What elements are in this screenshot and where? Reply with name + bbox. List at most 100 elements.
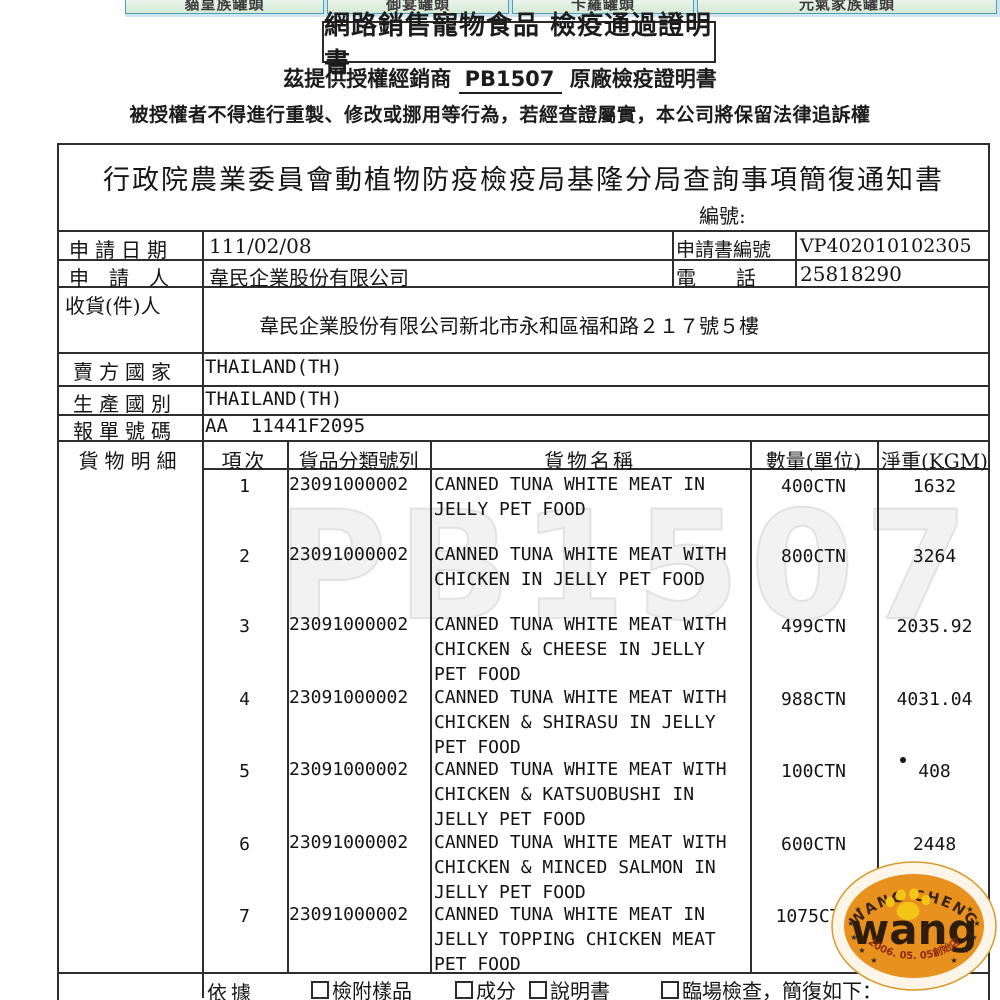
col-header-code: 貨品分類號列 — [298, 449, 419, 473]
checkbox-icon — [529, 980, 547, 999]
divider — [59, 440, 988, 442]
table-row: 3 23091000002 CANNED TUNA WHITE MEAT WIT… — [202, 612, 992, 687]
item-no: 6 — [239, 834, 250, 855]
tab-label: 貓皇族罐頭 — [184, 0, 265, 13]
col-header-qty: 數量(單位) — [765, 449, 862, 473]
consignee-value: 韋民企業股份有限公司新北市永和區福和路２１７號５樓 — [259, 314, 759, 338]
applicant-value: 韋民企業股份有限公司 — [209, 266, 409, 290]
divider — [202, 230, 204, 998]
star-icon: ★ — [962, 946, 969, 955]
subtitle-suffix: 原廠檢疫證明書 — [569, 67, 717, 91]
item-name: CANNED TUNA WHITE MEAT WITH CHICKEN & SH… — [434, 687, 727, 758]
table-row: 6 23091000002 CANNED TUNA WHITE MEAT WIT… — [202, 830, 992, 905]
item-net: 2035.92 — [896, 616, 973, 637]
item-no: 2 — [239, 546, 250, 567]
applicant-label: 申 請 人 — [69, 266, 169, 290]
application-no-value: VP402010102305 — [800, 235, 972, 257]
logo-wordmark: wang — [850, 905, 977, 954]
basis-label: 依據 — [207, 981, 255, 1000]
star-icon: ★ — [966, 905, 973, 914]
item-qty: 600CTN — [780, 834, 847, 855]
item-qty: 100CTN — [780, 761, 847, 782]
item-name: CANNED TUNA WHITE MEAT WITH CHICKEN IN J… — [434, 544, 727, 590]
item-name: CANNED TUNA WHITE MEAT IN JELLY TOPPING … — [434, 904, 716, 975]
option-label: 成分 — [476, 979, 516, 1000]
tab-genki-family-cans[interactable]: 元氣家族罐頭 — [697, 0, 997, 14]
option-sample: 檢附樣品 — [311, 975, 412, 1000]
phone-label: 電 話 — [676, 266, 756, 290]
star-icon: ★ — [847, 919, 854, 928]
item-qty: 988CTN — [780, 689, 847, 710]
document-title: 行政院農業委員會動植物防疫檢疫局基隆分局查詢事項簡復通知書 — [103, 165, 944, 196]
checkbox-icon — [311, 980, 329, 999]
application-no-label: 申請書編號 — [676, 239, 772, 261]
table-row: 5 23091000002 CANNED TUNA WHITE MEAT WIT… — [202, 757, 992, 832]
table-row: 2 23091000002 CANNED TUNA WHITE MEAT WIT… — [202, 542, 992, 592]
item-net: 408 — [918, 761, 951, 782]
item-no: 4 — [239, 689, 250, 710]
col-header-net: 淨重(KGM) — [880, 449, 988, 473]
star-icon: ★ — [970, 933, 977, 942]
star-icon: ★ — [850, 933, 857, 942]
page-title: 網路銷售寵物食品 檢疫通過證明書 — [322, 11, 716, 78]
divider — [59, 385, 988, 387]
checkbox-icon — [661, 980, 679, 999]
divider — [877, 440, 879, 972]
item-no: 1 — [239, 476, 250, 497]
page-title-text: 網路銷售寵物食品 檢疫通過證明書 — [324, 11, 713, 78]
item-name: CANNED TUNA WHITE MEAT WITH CHICKEN & KA… — [434, 759, 727, 830]
divider — [672, 230, 674, 286]
item-qty: 400CTN — [780, 476, 847, 497]
star-icon: ★ — [858, 946, 865, 955]
option-ingredient: 成分 — [455, 975, 516, 1000]
item-net: 4031.04 — [896, 689, 973, 710]
col-header-name: 貨物名稱 — [544, 449, 636, 473]
star-icon: ★ — [973, 919, 980, 928]
scan-artifact-dot — [900, 757, 906, 763]
divider — [59, 352, 988, 354]
star-icon: ★ — [950, 956, 957, 965]
option-label: 說明書 — [550, 979, 610, 1000]
phone-value: 25818290 — [800, 262, 902, 286]
divider — [59, 414, 988, 416]
star-icon: ★ — [854, 905, 861, 914]
item-name: CANNED TUNA WHITE MEAT IN JELLY PET FOOD — [434, 474, 705, 520]
origin-country-value: THAILAND(TH) — [205, 388, 343, 410]
logo-inner-ellipse — [844, 874, 984, 978]
origin-country-label: 生產國別 — [73, 392, 177, 416]
copyright-warning: 被授權者不得進行重製、修改或挪用等行為，若經查證屬實，本公司將保留法律追訴權 — [129, 104, 871, 126]
item-qty: 800CTN — [780, 546, 847, 567]
divider — [59, 259, 988, 261]
subtitle: 茲提供授權經銷商 PB1507 原廠檢疫證明書 — [0, 63, 1000, 94]
item-qty: 499CTN — [780, 616, 847, 637]
tab-cat-royal-cans[interactable]: 貓皇族罐頭 — [125, 0, 324, 14]
detail-label: 貨物明細 — [78, 449, 183, 473]
item-no: 5 — [239, 761, 250, 782]
seller-country-label: 賣方國家 — [73, 360, 177, 384]
tab-caro-cans[interactable]: 卡羅罐頭 — [512, 0, 694, 14]
divider — [795, 230, 797, 286]
item-net: 2448 — [912, 834, 957, 855]
declaration-no-label: 報單號碼 — [73, 419, 177, 443]
divider — [430, 440, 432, 972]
tab-royal-banquet-cans[interactable]: 御宴罐頭 — [327, 0, 509, 14]
item-no: 3 — [239, 616, 250, 637]
option-label: 檢附樣品 — [332, 979, 412, 1000]
divider — [59, 230, 988, 232]
item-name: CANNED TUNA WHITE MEAT WITH CHICKEN & CH… — [434, 614, 727, 685]
option-manual: 說明書 — [529, 975, 610, 1000]
item-code: 23091000002 — [289, 474, 409, 495]
category-tab-bar: 貓皇族罐頭 御宴罐頭 卡羅罐頭 元氣家族罐頭 — [125, 0, 1000, 17]
col-header-no: 項次 — [221, 449, 268, 473]
star-icon: ★ — [870, 956, 877, 965]
consignee-label: 收貨(件)人 — [65, 294, 161, 318]
apply-date-label: 申請日期 — [69, 238, 173, 262]
item-code: 23091000002 — [289, 687, 409, 708]
tab-label: 元氣家族罐頭 — [798, 0, 895, 13]
seller-country-value: THAILAND(TH) — [205, 356, 343, 378]
dealer-code: PB1507 — [458, 67, 563, 94]
wang-cheng-logo: WANG CHENG wang ★ ★ ★ ★ ★ ★ ★ ★ ★ ★ 2006… — [831, 861, 997, 991]
item-net: 3264 — [912, 546, 957, 567]
divider — [750, 440, 752, 972]
